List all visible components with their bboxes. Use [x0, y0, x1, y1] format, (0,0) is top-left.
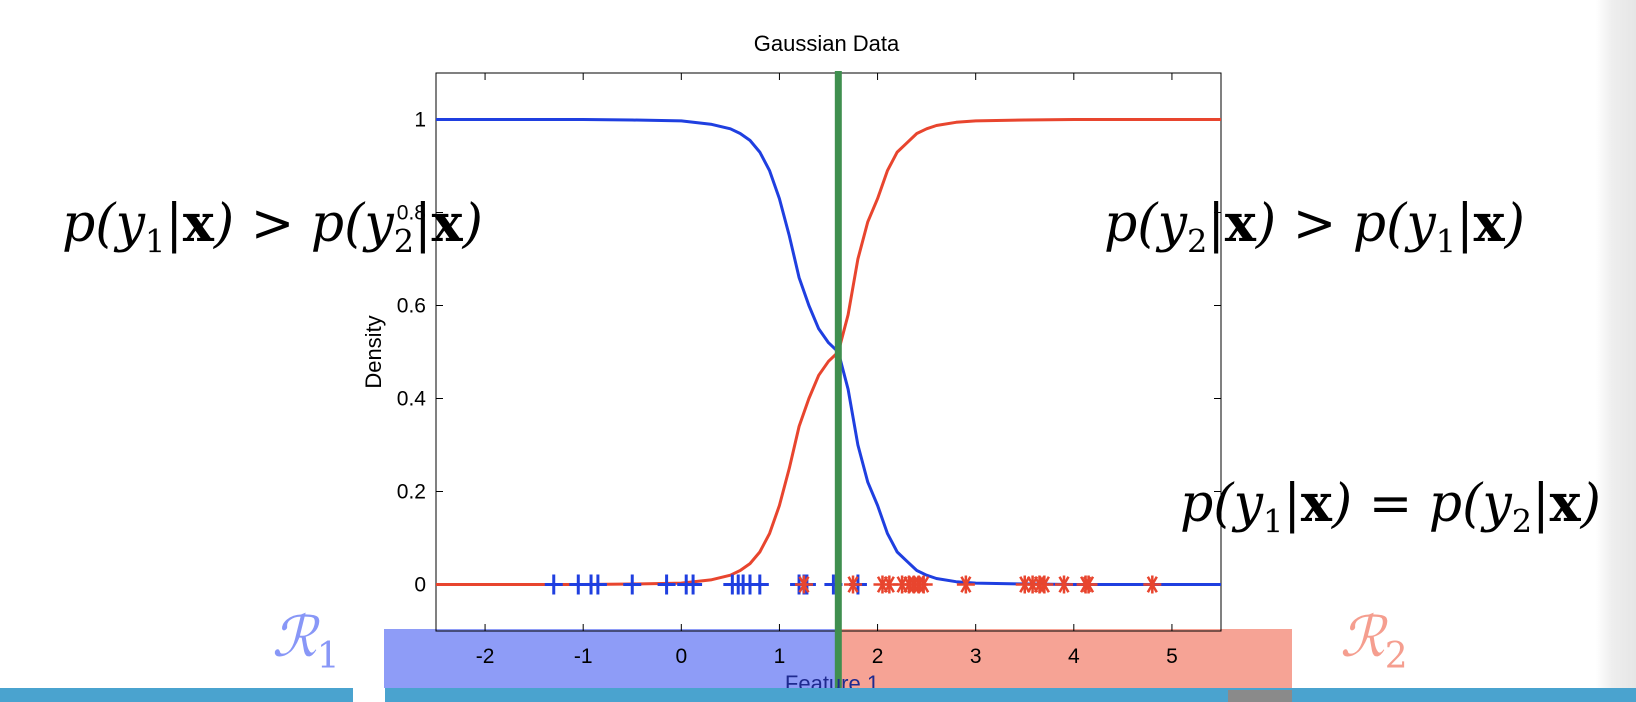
class1-point	[684, 574, 703, 595]
class2-point	[844, 575, 863, 594]
eq-equal-part: p(	[1180, 474, 1234, 534]
x-tick-label: 1	[774, 645, 786, 668]
eq-right-end: )	[1504, 194, 1525, 254]
eq-right-x: x	[1224, 193, 1256, 254]
eq-right-mid: ) > p(	[1255, 194, 1407, 254]
eq-right-part: p(	[1104, 194, 1158, 254]
x-tick-label: 5	[1166, 645, 1178, 668]
eq-right-var: y	[1157, 194, 1187, 254]
eq-left-bar: |	[165, 194, 183, 254]
x-tick-label: 3	[970, 645, 982, 668]
eq-left-x: x	[182, 193, 214, 254]
x-tick-label: 0	[675, 645, 687, 668]
x-tick-label: -1	[574, 645, 593, 668]
footer-gap	[353, 688, 385, 702]
chart-title: Gaussian Data	[754, 31, 900, 56]
y-tick-label: 0.6	[397, 295, 426, 318]
x-tick-label: 4	[1068, 645, 1080, 668]
plot-frame	[435, 72, 1222, 632]
eq-right-sub2: 1	[1435, 222, 1457, 261]
eq-equal-sub: 1	[1262, 502, 1284, 541]
eq-left-part: p(	[62, 194, 116, 254]
eq-left-end: )	[462, 194, 483, 254]
eq-equal-bar: |	[1283, 474, 1301, 534]
eq-left-sub2: 2	[393, 222, 415, 261]
class1-point	[544, 574, 563, 595]
eq-left-mid: ) > p(	[213, 194, 365, 254]
region-r1-label: ℛ1	[272, 610, 340, 675]
class1-point	[623, 574, 642, 595]
eq-right-var2: y	[1406, 194, 1436, 254]
y-tick-label: 0.8	[397, 202, 426, 225]
class2-point	[1079, 575, 1098, 594]
eq-left-var2: y	[364, 194, 394, 254]
annotation-y1-greater: p(y1|x) > p(y2|x)	[62, 198, 483, 261]
series-curve-2	[436, 118, 1221, 586]
class2-point	[1035, 575, 1054, 594]
eq-left-bar2: |	[414, 194, 432, 254]
x-tick-label: -2	[476, 645, 495, 668]
x-tick-label: 2	[872, 645, 884, 668]
class2-point	[956, 575, 975, 594]
eq-left-sub: 1	[144, 222, 166, 261]
eq-equal-sub2: 2	[1511, 502, 1533, 541]
y-tick-label: 0.4	[397, 388, 427, 411]
class2-point	[1055, 575, 1073, 594]
eq-equal-x: x	[1300, 473, 1332, 534]
series-curve-1	[436, 118, 1221, 586]
eq-left-x2: x	[431, 193, 463, 254]
class2-point	[1143, 575, 1162, 594]
eq-equal-x2: x	[1549, 473, 1581, 534]
eq-right-x2: x	[1473, 193, 1505, 254]
region-r2-label: ℛ2	[1340, 610, 1408, 675]
eq-equal-end: )	[1580, 474, 1601, 534]
slide-footer-bar	[0, 688, 1636, 702]
y-tick-label: 1	[414, 109, 426, 132]
class1-point	[657, 574, 676, 595]
class2-point	[794, 575, 813, 594]
eq-right-sub: 2	[1186, 222, 1208, 261]
eq-equal-var: y	[1233, 474, 1263, 534]
annotation-equal: p(y1|x) = p(y2|x)	[1180, 478, 1601, 541]
y-axis-label: Density	[361, 315, 386, 388]
region-r2-subscript: 2	[1384, 636, 1408, 678]
region-r1-subscript: 1	[316, 636, 340, 678]
class2-point	[914, 575, 933, 594]
eq-left-var: y	[115, 194, 145, 254]
region-r1-symbol: ℛ	[272, 605, 317, 670]
eq-equal-var2: y	[1482, 474, 1512, 534]
eq-right-bar: |	[1207, 194, 1225, 254]
y-tick-label: 0.2	[397, 481, 426, 504]
class1-point	[750, 574, 769, 595]
slide-edge-shadow	[1596, 0, 1636, 702]
eq-right-bar2: |	[1456, 194, 1474, 254]
class1-point	[588, 574, 607, 595]
y-tick-label: 0	[414, 574, 426, 597]
region-r2-symbol: ℛ	[1340, 605, 1385, 670]
annotation-y2-greater: p(y2|x) > p(y1|x)	[1104, 198, 1525, 261]
eq-equal-mid: ) = p(	[1331, 474, 1483, 534]
page-number-block	[1228, 690, 1292, 702]
eq-equal-bar2: |	[1532, 474, 1550, 534]
